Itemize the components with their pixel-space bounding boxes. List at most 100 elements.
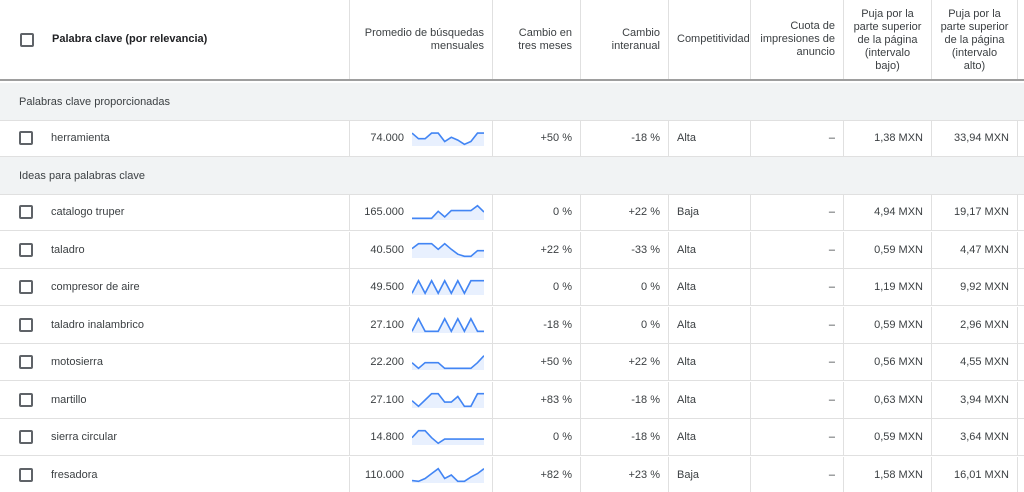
impression-share-cell: – <box>751 269 844 305</box>
trend-sparkline[interactable] <box>412 204 484 220</box>
trend-sparkline[interactable] <box>412 242 484 258</box>
competition-cell: Baja <box>669 456 751 492</box>
trend-sparkline[interactable] <box>412 279 484 295</box>
impression-share-value: – <box>828 132 835 144</box>
row-checkbox[interactable] <box>19 355 33 369</box>
header-bid-low[interactable]: Puja por la parte superior de la página … <box>853 8 922 72</box>
row-checkbox[interactable] <box>19 131 33 145</box>
table-row[interactable]: catalogo truper 165.000 0 % +22 % Baja –… <box>0 194 1024 231</box>
row-checkbox[interactable] <box>19 430 33 444</box>
avg-searches-value: 14.800 <box>370 431 404 443</box>
bid-high-cell: 3,64 MXN <box>932 419 1018 455</box>
row-edge <box>1018 344 1024 380</box>
competition-value: Alta <box>677 281 696 293</box>
trend-sparkline[interactable] <box>412 130 484 146</box>
header-change-3m[interactable]: Cambio en tres meses <box>518 26 572 52</box>
competition-cell: Alta <box>669 120 751 156</box>
bid-low-value: 1,38 MXN <box>874 132 923 144</box>
trend-sparkline[interactable] <box>412 354 484 370</box>
table-row[interactable]: compresor de aire 49.500 0 % 0 % Alta – … <box>0 269 1024 306</box>
trend-sparkline[interactable] <box>412 429 484 445</box>
change-yoy-cell: +22 % <box>581 194 669 230</box>
header-change-yoy[interactable]: Cambio interanual <box>611 26 660 52</box>
avg-searches-cell: 74.000 <box>350 120 493 156</box>
impression-share-cell: – <box>751 231 844 268</box>
table-row[interactable]: taladro 40.500 +22 % -33 % Alta – 0,59 M… <box>0 231 1024 269</box>
table-row[interactable]: sierra circular 14.800 0 % -18 % Alta – … <box>0 419 1024 456</box>
row-checkbox[interactable] <box>19 205 33 219</box>
change-3m-value: +22 % <box>540 243 573 256</box>
table-row[interactable]: martillo 27.100 +83 % -18 % Alta – 0,63 … <box>0 381 1024 419</box>
trend-sparkline[interactable] <box>412 316 484 333</box>
competition-value: Alta <box>677 431 696 443</box>
change-3m-value: +50 % <box>540 132 573 144</box>
impression-share-value: – <box>828 356 835 368</box>
keyword-text: taladro inalambrico <box>51 318 144 331</box>
table-row[interactable]: fresadora 110.000 +82 % +23 % Baja – 1,5… <box>0 456 1024 492</box>
group-ideas: Ideas para palabras clave <box>0 157 1024 195</box>
row-checkbox[interactable] <box>19 242 33 257</box>
group-provided-label: Palabras clave proporcionadas <box>19 95 171 108</box>
keyword-text: motosierra <box>51 356 103 368</box>
competition-value: Alta <box>677 243 696 256</box>
select-all-checkbox[interactable] <box>20 32 34 47</box>
competition-cell: Alta <box>669 269 751 305</box>
table-row[interactable]: taladro inalambrico 27.100 -18 % 0 % Alt… <box>0 306 1024 344</box>
header-avg-searches[interactable]: Promedio de búsquedas mensuales <box>364 26 484 52</box>
row-checkbox[interactable] <box>19 280 33 294</box>
change-3m-value: 0 % <box>553 431 572 443</box>
bid-low-cell: 1,58 MXN <box>844 456 932 492</box>
bid-high-cell: 9,92 MXN <box>932 269 1018 305</box>
competition-cell: Alta <box>669 344 751 380</box>
trend-line <box>412 279 484 295</box>
bid-low-cell: 0,59 MXN <box>844 231 932 268</box>
row-checkbox[interactable] <box>19 317 33 332</box>
change-yoy-cell: +22 % <box>581 344 669 380</box>
change-3m-cell: +22 % <box>493 231 581 268</box>
change-yoy-cell: 0 % <box>581 306 669 343</box>
row-checkbox[interactable] <box>19 392 33 407</box>
trend-sparkline[interactable] <box>412 392 484 408</box>
header-competition[interactable]: Competitividad <box>677 33 750 45</box>
header-bid-high[interactable]: Puja por la parte superior de la página … <box>940 8 1009 72</box>
bid-high-value: 2,96 MXN <box>960 318 1009 331</box>
keyword-text: catalogo truper <box>51 206 125 218</box>
trend-line <box>412 355 484 370</box>
bid-low-cell: 1,19 MXN <box>844 269 932 305</box>
change-yoy-cell: 0 % <box>581 269 669 305</box>
bid-high-cell: 33,94 MXN <box>932 120 1018 156</box>
trend-line <box>412 429 484 445</box>
bid-low-cell: 0,63 MXN <box>844 381 932 418</box>
impression-share-cell: – <box>751 194 844 230</box>
keyword-cell: taladro inalambrico <box>0 306 350 343</box>
impression-share-value: – <box>828 318 835 331</box>
avg-searches-cell: 110.000 <box>350 456 493 492</box>
table-row[interactable]: herramienta 74.000 +50 % -18 % Alta – 1,… <box>0 120 1024 157</box>
keyword-cell: martillo <box>0 381 350 418</box>
bid-high-value: 4,47 MXN <box>960 243 1009 256</box>
change-yoy-cell: -18 % <box>581 381 669 418</box>
bid-high-cell: 2,96 MXN <box>932 306 1018 343</box>
avg-searches-value: 110.000 <box>365 468 404 481</box>
avg-searches-value: 22.200 <box>370 356 404 368</box>
bid-low-cell: 0,59 MXN <box>844 419 932 455</box>
trend-area <box>412 355 484 370</box>
trend-line <box>412 392 484 407</box>
change-yoy-value: -33 % <box>631 243 660 256</box>
table-row[interactable]: motosierra 22.200 +50 % +22 % Alta – 0,5… <box>0 344 1024 381</box>
change-yoy-value: -18 % <box>631 393 660 406</box>
bid-high-value: 33,94 MXN <box>953 132 1009 144</box>
bid-low-cell: 0,59 MXN <box>844 306 932 343</box>
row-checkbox[interactable] <box>19 467 33 482</box>
header-keyword[interactable]: Palabra clave (por relevancia) <box>52 33 208 45</box>
change-3m-cell: -18 % <box>493 306 581 343</box>
change-yoy-cell: -33 % <box>581 231 669 268</box>
row-edge <box>1018 382 1024 418</box>
change-yoy-value: 0 % <box>641 318 660 331</box>
header-competition-cell: Competitividad <box>669 0 751 79</box>
bid-high-cell: 4,47 MXN <box>932 231 1018 268</box>
row-edge <box>1018 419 1024 455</box>
header-impression-share[interactable]: Cuota de impresiones de anuncio <box>760 20 835 58</box>
trend-sparkline[interactable] <box>412 467 484 483</box>
trend-line <box>412 132 484 146</box>
